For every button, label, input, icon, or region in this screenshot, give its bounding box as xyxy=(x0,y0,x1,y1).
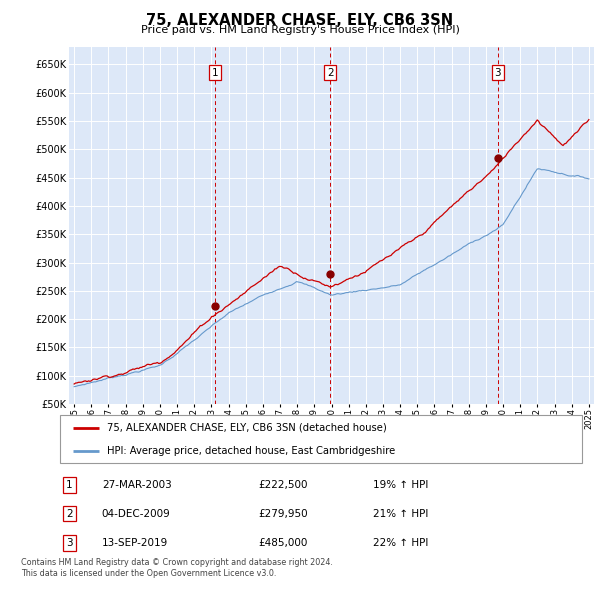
Text: 27-MAR-2003: 27-MAR-2003 xyxy=(102,480,172,490)
Text: 3: 3 xyxy=(494,68,501,78)
Text: 2: 2 xyxy=(327,68,334,78)
Text: Price paid vs. HM Land Registry's House Price Index (HPI): Price paid vs. HM Land Registry's House … xyxy=(140,25,460,35)
Text: 75, ALEXANDER CHASE, ELY, CB6 3SN: 75, ALEXANDER CHASE, ELY, CB6 3SN xyxy=(146,13,454,28)
Text: 21% ↑ HPI: 21% ↑ HPI xyxy=(373,509,428,519)
Text: £485,000: £485,000 xyxy=(259,538,308,548)
Text: HPI: Average price, detached house, East Cambridgeshire: HPI: Average price, detached house, East… xyxy=(107,446,395,456)
Text: 13-SEP-2019: 13-SEP-2019 xyxy=(102,538,168,548)
Text: 3: 3 xyxy=(66,538,73,548)
Text: 19% ↑ HPI: 19% ↑ HPI xyxy=(373,480,428,490)
Text: 2: 2 xyxy=(66,509,73,519)
Text: 1: 1 xyxy=(66,480,73,490)
Text: £279,950: £279,950 xyxy=(259,509,308,519)
Text: 22% ↑ HPI: 22% ↑ HPI xyxy=(373,538,428,548)
Text: 04-DEC-2009: 04-DEC-2009 xyxy=(102,509,170,519)
Text: 75, ALEXANDER CHASE, ELY, CB6 3SN (detached house): 75, ALEXANDER CHASE, ELY, CB6 3SN (detac… xyxy=(107,423,387,433)
Text: Contains HM Land Registry data © Crown copyright and database right 2024.: Contains HM Land Registry data © Crown c… xyxy=(21,558,333,566)
Text: 1: 1 xyxy=(212,68,218,78)
Text: This data is licensed under the Open Government Licence v3.0.: This data is licensed under the Open Gov… xyxy=(21,569,277,578)
Text: £222,500: £222,500 xyxy=(259,480,308,490)
